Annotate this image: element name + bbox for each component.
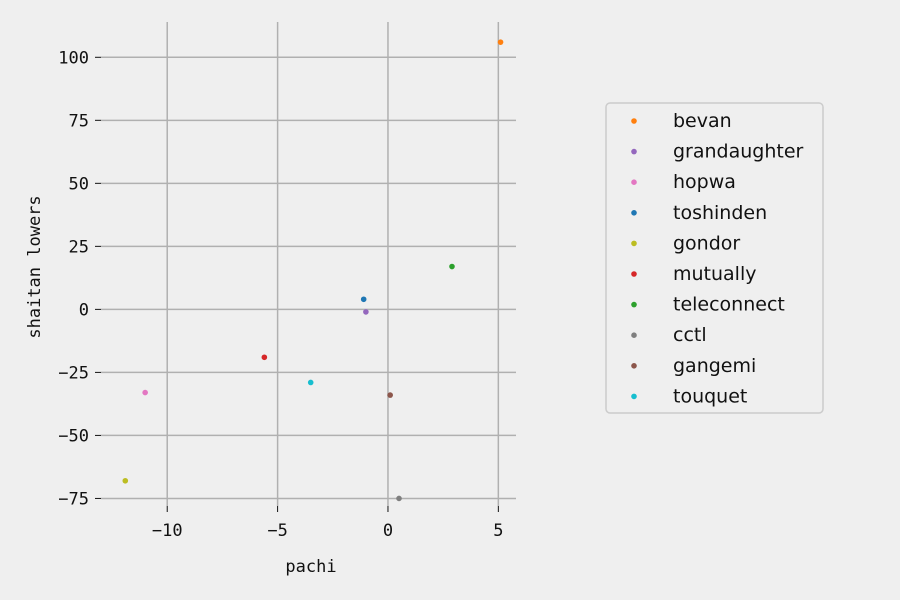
- x-tick-label: 0: [383, 521, 393, 541]
- legend-label-bevan: bevan: [673, 110, 732, 132]
- legend-marker-toshinden: [631, 210, 637, 216]
- data-point-toshinden: [360, 296, 367, 303]
- y-tick-label: 25: [69, 237, 89, 257]
- legend-label-hopwa: hopwa: [673, 171, 736, 193]
- y-axis-label: shaitan lowers: [25, 195, 45, 338]
- x-tick-label: −5: [267, 521, 287, 541]
- y-tick-label: 100: [58, 48, 89, 68]
- legend-label-cctl: cctl: [673, 324, 707, 346]
- legend-marker-gangemi: [631, 363, 637, 369]
- x-axis-label: pachi: [285, 557, 336, 577]
- x-tick-label: −10: [152, 521, 183, 541]
- legend-label-mutually: mutually: [673, 263, 757, 285]
- grid-lines: [101, 22, 516, 506]
- legend-label-touquet: touquet: [673, 385, 747, 407]
- legend-label-teleconnect: teleconnect: [673, 294, 785, 316]
- data-point-bevan: [497, 39, 504, 45]
- legend-marker-gondor: [631, 240, 637, 247]
- legend-label-gondor: gondor: [673, 232, 740, 254]
- legend-marker-cctl: [631, 332, 637, 339]
- data-point-cctl: [396, 495, 402, 502]
- y-tick-label: −25: [58, 363, 89, 383]
- legend-marker-teleconnect: [631, 301, 637, 308]
- legend-marker-mutually: [631, 271, 637, 277]
- legend-label-grandaughter: grandaughter: [673, 141, 804, 163]
- data-point-gangemi: [387, 392, 393, 398]
- legend-items: bevan grandaughter hopwa toshinden gondor mut…: [631, 110, 804, 407]
- legend-marker-touquet: [631, 393, 637, 400]
- data-point-grandaughter: [363, 309, 369, 315]
- data-point-mutually: [261, 354, 268, 361]
- data-point-hopwa: [142, 389, 148, 396]
- data-point-teleconnect: [449, 263, 455, 270]
- legend-marker-hopwa: [631, 179, 637, 185]
- legend: bevan grandaughter hopwa toshinden gondor mut…: [605, 102, 824, 414]
- legend-label-toshinden: toshinden: [673, 202, 767, 224]
- data-point-touquet: [307, 379, 314, 386]
- y-tick-label: 75: [69, 111, 89, 131]
- data-point-gondor: [122, 477, 129, 484]
- legend-label-gangemi: gangemi: [673, 355, 756, 377]
- y-tick-label: −75: [58, 489, 89, 509]
- y-tick-label: 50: [69, 174, 89, 194]
- data-points: [122, 39, 504, 502]
- y-tick-label: −50: [58, 426, 89, 446]
- y-tick-label: 0: [79, 300, 89, 320]
- legend-marker-bevan: [631, 118, 637, 124]
- legend-marker-grandaughter: [631, 148, 637, 155]
- legend-box: [605, 102, 824, 414]
- x-tick-label: 5: [493, 521, 503, 541]
